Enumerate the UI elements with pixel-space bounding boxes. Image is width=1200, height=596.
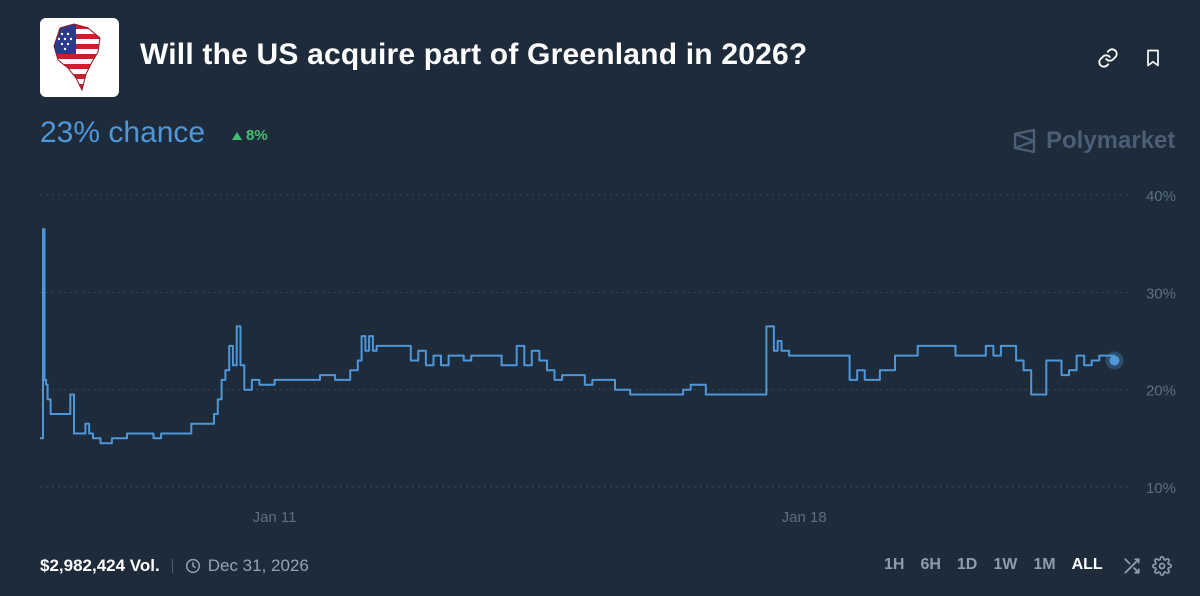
x-tick-label: Jan 11	[253, 509, 297, 526]
volume-label: $2,982,424 Vol.	[40, 556, 160, 575]
range-tab-6h[interactable]: 6H	[920, 556, 941, 573]
price-chart: 10% 20% 30% 40% Jan 11 Jan 18	[40, 188, 1176, 526]
settings-gear-icon[interactable]	[1152, 556, 1172, 576]
greenland-flag-map-icon	[53, 23, 101, 92]
footer-divider	[171, 559, 173, 573]
end-date-text: Dec 31, 2026	[207, 556, 309, 575]
range-tab-1d[interactable]: 1D	[956, 556, 978, 573]
brand-name: Polymarket	[1046, 127, 1176, 154]
end-date: Dec 31, 2026	[185, 556, 309, 576]
chance-value: 23% chance	[40, 116, 206, 149]
y-tick-label: 30%	[1146, 285, 1176, 302]
clock-icon	[185, 558, 200, 574]
y-tick-label: 20%	[1146, 383, 1176, 400]
range-tab-1w[interactable]: 1W	[993, 556, 1018, 573]
series-line	[40, 228, 1116, 445]
range-tab-all[interactable]: ALL	[1071, 556, 1103, 573]
y-tick-label: 10%	[1146, 480, 1176, 497]
link-icon[interactable]	[1096, 46, 1120, 70]
footer-info: $2,982,424 Vol. Dec 31, 2026	[40, 556, 309, 576]
market-title: Will the US acquire part of Greenland in…	[140, 38, 808, 71]
time-range-tabs: 1H 6H 1D 1W 1M ALL	[884, 556, 1103, 574]
brand-logo: Polymarket	[1012, 127, 1175, 155]
change-indicator: 8%	[232, 127, 268, 144]
polymarket-logo-icon	[1013, 128, 1036, 154]
range-tab-1m[interactable]: 1M	[1033, 556, 1056, 573]
bookmark-icon[interactable]	[1141, 46, 1165, 70]
up-arrow-icon	[232, 131, 242, 140]
shuffle-icon[interactable]	[1122, 556, 1142, 576]
range-tab-1h[interactable]: 1H	[884, 556, 905, 573]
last-point-marker	[1109, 355, 1120, 366]
market-thumbnail	[40, 18, 119, 97]
y-tick-label: 40%	[1146, 188, 1176, 205]
x-tick-label: Jan 18	[782, 509, 827, 526]
change-value: 8%	[246, 127, 268, 144]
